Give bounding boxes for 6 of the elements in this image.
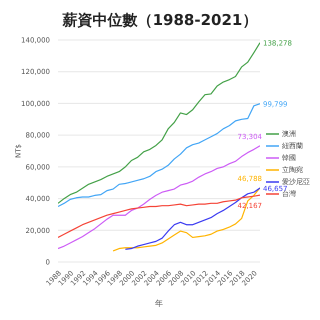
line-series bbox=[58, 145, 260, 250]
x-axis-title: 年 bbox=[155, 299, 163, 308]
line-series bbox=[58, 42, 260, 204]
chart-title: 薪資中位數（1988-2021） bbox=[62, 10, 258, 31]
line-series bbox=[58, 194, 260, 238]
line-series bbox=[58, 103, 260, 208]
